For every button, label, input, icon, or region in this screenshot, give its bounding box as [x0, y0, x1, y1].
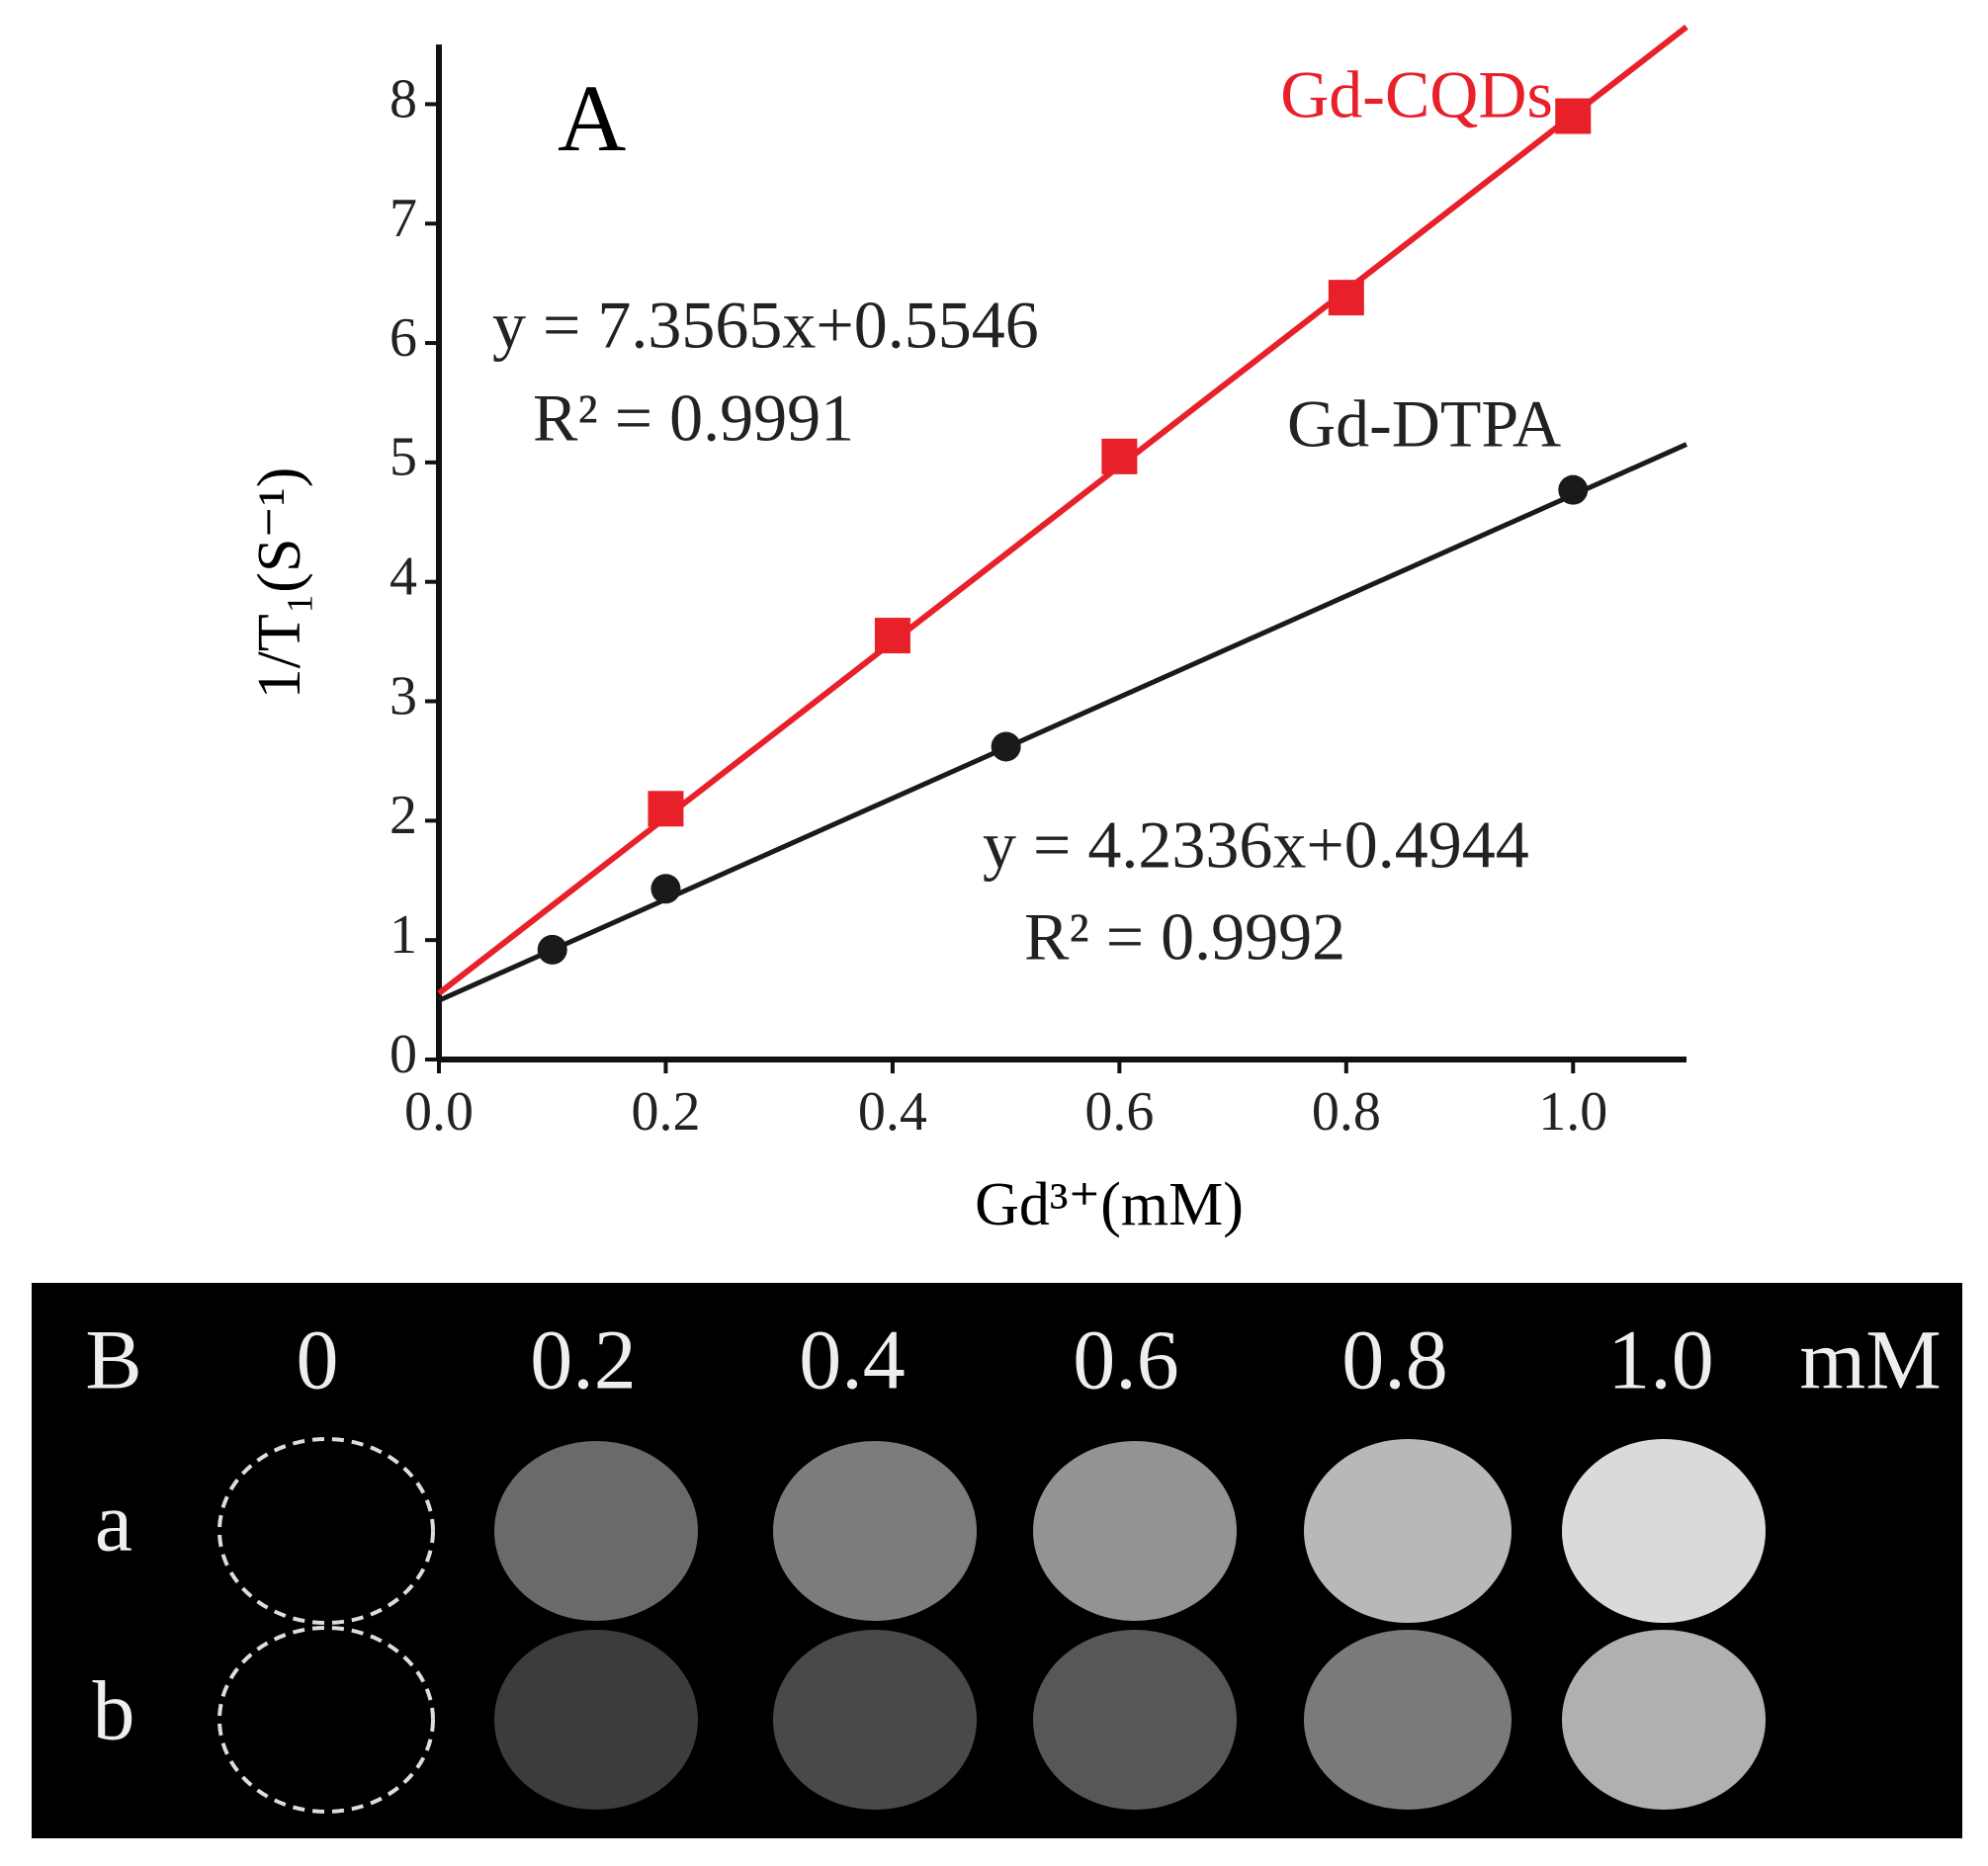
sample — [1033, 1630, 1237, 1810]
sample — [494, 1441, 698, 1621]
marker — [1558, 474, 1589, 505]
concentration-label: 0.8 — [1341, 1313, 1448, 1407]
fit-line — [437, 442, 1688, 1003]
concentration-label: 0.4 — [799, 1313, 906, 1407]
series-label: Gd-DTPA — [1287, 386, 1561, 462]
marker — [874, 618, 910, 654]
y-tick-label: 1 — [389, 904, 417, 966]
x-tick-label: 0.4 — [858, 1081, 927, 1143]
sample — [1304, 1439, 1512, 1623]
y-tick-label: 4 — [389, 547, 417, 608]
marker — [648, 791, 684, 827]
sample — [1304, 1630, 1512, 1810]
sample — [494, 1630, 698, 1810]
concentration-label: 0.2 — [530, 1313, 637, 1407]
fit-r2: R² = 0.9991 — [533, 381, 854, 456]
y-tick-label: 6 — [389, 307, 417, 369]
y-tick-label: 5 — [389, 427, 417, 488]
unit-label: mM — [1799, 1313, 1941, 1407]
concentration-label: 1.0 — [1607, 1313, 1714, 1407]
marker — [537, 934, 567, 965]
marker — [1101, 438, 1138, 474]
marker — [1328, 280, 1364, 316]
marker — [650, 874, 681, 904]
concentration-label: 0.6 — [1073, 1313, 1179, 1407]
x-tick-label: 1.0 — [1538, 1081, 1607, 1143]
row-label: b — [93, 1663, 135, 1758]
sample — [1562, 1439, 1766, 1623]
panel-label: A — [558, 65, 626, 171]
y-tick-label: 0 — [389, 1024, 417, 1085]
y-tick-label: 3 — [389, 665, 417, 726]
fit-line — [437, 24, 1688, 996]
x-tick-label: 0.2 — [631, 1081, 700, 1143]
concentration-label: 0 — [297, 1313, 339, 1407]
x-axis-label: Gd³⁺(mM) — [975, 1171, 1244, 1238]
fit-equation: y = 7.3565x+0.5546 — [492, 288, 1039, 363]
y-tick-label: 8 — [389, 68, 417, 129]
sample-outline — [217, 1437, 435, 1625]
x-tick-label: 0.6 — [1084, 1081, 1154, 1143]
y-tick-label: 2 — [389, 785, 417, 846]
marker — [991, 731, 1021, 762]
fit-r2: R² = 0.9992 — [1024, 899, 1345, 975]
series-label: Gd-CQDs — [1280, 57, 1553, 132]
y-axis-label: 1/T₁(S⁻¹) — [246, 467, 313, 700]
sample — [1562, 1630, 1766, 1810]
row-label: a — [95, 1475, 132, 1569]
sample — [773, 1630, 977, 1810]
fit-equation: y = 4.2336x+0.4944 — [983, 807, 1529, 883]
y-tick-label: 7 — [389, 188, 417, 249]
panel-b: B 0 0.2 0.4 0.6 0.8 1.0 mM a b — [32, 1283, 1962, 1838]
x-tick-label: 0.8 — [1312, 1081, 1381, 1143]
sample-outline — [217, 1626, 435, 1814]
sample — [1033, 1441, 1237, 1621]
panel-label: B — [85, 1313, 141, 1407]
marker — [1555, 98, 1592, 134]
x-tick-label: 0.0 — [404, 1081, 474, 1143]
sample — [773, 1441, 977, 1621]
